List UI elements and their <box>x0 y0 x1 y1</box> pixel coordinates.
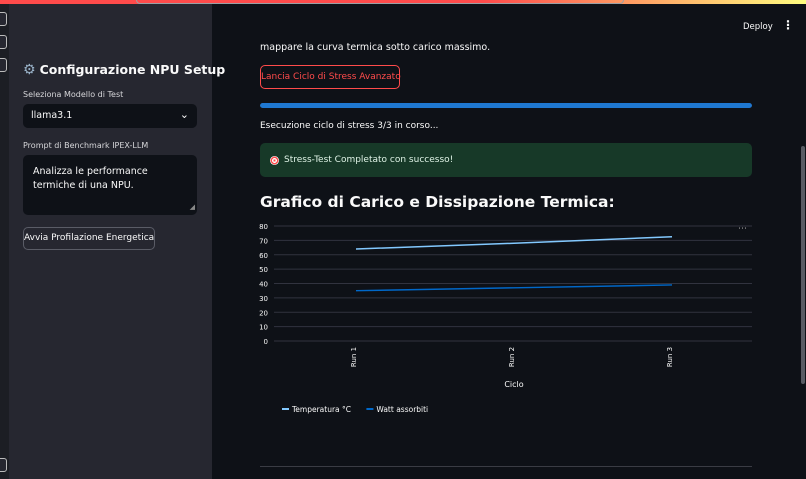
y-tick-label: 50 <box>259 266 268 274</box>
sidebar: ⚙ Configurazione NPU Setup Seleziona Mode… <box>9 0 225 479</box>
series-line <box>355 236 673 250</box>
legend-swatch <box>366 408 374 410</box>
deploy-button[interactable]: Deploy <box>743 22 773 32</box>
chevron-down-icon: ⌄ <box>179 108 189 121</box>
y-tick-label: 80 <box>259 223 268 231</box>
sidebar-title: ⚙ Configurazione NPU Setup <box>23 62 225 78</box>
scrollbar[interactable] <box>801 146 805 384</box>
success-alert: Stress-Test Completato con successo! <box>260 143 752 177</box>
intro-text: mappare la curva termica sotto carico ma… <box>260 42 491 53</box>
legend-label: Temperatura °C <box>291 405 351 414</box>
model-select[interactable]: llama3.1 ⌄ <box>23 104 197 128</box>
model-select-label: Seleziona Modello di Test <box>23 90 124 99</box>
gear-icon: ⚙ <box>23 62 36 78</box>
x-tick-label: Run 2 <box>508 347 516 367</box>
prompt-label: Prompt di Benchmark IPEX-LLM <box>23 141 149 150</box>
x-axis-label: Ciclo <box>504 380 523 389</box>
edge-handle[interactable] <box>0 458 7 472</box>
left-edge-strip <box>0 0 9 479</box>
model-select-value: llama3.1 <box>31 110 73 121</box>
y-tick-label: 30 <box>259 295 268 303</box>
stress-cycle-button[interactable]: Lancia Ciclo di Stress Avanzato <box>260 65 401 89</box>
y-tick-label: 20 <box>259 309 268 317</box>
y-tick-label: 40 <box>259 281 268 289</box>
divider <box>260 466 752 467</box>
prompt-textarea[interactable]: Analizza le performance termiche di una … <box>23 155 197 215</box>
legend-label: Watt assorbiti <box>376 405 428 414</box>
start-profiling-button[interactable]: Avvia Profilazione Energetica <box>23 227 155 250</box>
chart-menu-icon[interactable]: ⋯ <box>738 224 747 234</box>
status-text: Esecuzione ciclo di stress 3/3 in corso.… <box>260 121 439 131</box>
x-tick-label: Run 3 <box>666 347 674 367</box>
resize-grip-icon[interactable]: ◢ <box>189 203 195 211</box>
success-text: Stress-Test Completato con successo! <box>284 155 454 165</box>
legend-swatch <box>282 408 289 410</box>
edge-handle[interactable] <box>0 58 7 72</box>
edge-handle[interactable] <box>0 35 7 49</box>
line-chart: 0 10 20 30 40 50 60 70 80 Run 1 Run 2 Run 3 Ciclo Tem… <box>259 223 752 414</box>
edge-handle[interactable] <box>0 12 7 26</box>
progress-bar <box>260 103 752 108</box>
y-tick-label: 70 <box>259 237 268 245</box>
y-tick-label: 10 <box>259 324 268 332</box>
browser-tab-outline <box>136 0 624 4</box>
target-icon <box>270 155 279 165</box>
y-tick-label: 60 <box>259 252 268 260</box>
progress-fill <box>260 103 752 108</box>
top-accent-bar <box>0 0 806 4</box>
chart-container: 0 10 20 30 40 50 60 70 80 Run 1 Run 2 Run 3 Ciclo Tem… <box>250 218 760 418</box>
chart-heading: Grafico di Carico e Dissipazione Termica… <box>260 193 615 211</box>
prompt-text: Analizza le performance termiche di una … <box>33 166 148 191</box>
more-options-icon[interactable]: ⋮ <box>782 18 794 32</box>
y-tick-label: 0 <box>264 338 268 346</box>
x-tick-label: Run 1 <box>350 347 358 367</box>
sidebar-title-text: Configurazione NPU Setup <box>39 62 226 77</box>
series-line <box>355 284 673 292</box>
